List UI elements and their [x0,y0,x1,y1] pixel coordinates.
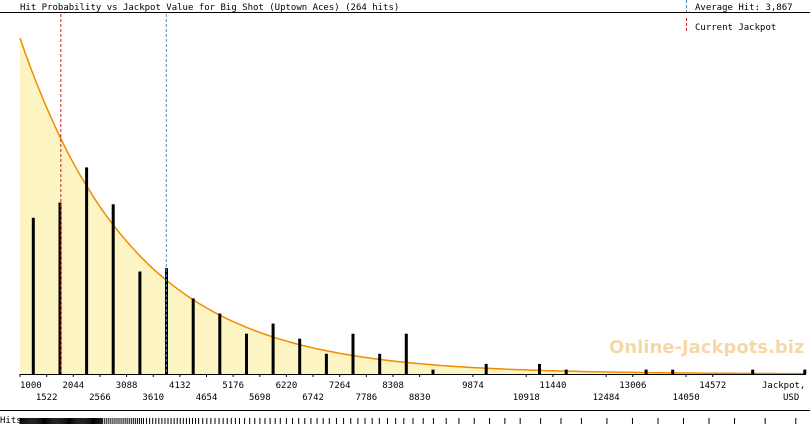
x-tick-label-bottom: 6742 [302,393,324,403]
hit-bar [484,363,488,374]
hit-bar [564,369,568,374]
x-tick-label-bottom: 3610 [142,393,164,403]
hit-bar [271,323,275,374]
hit-bar [111,204,115,374]
plot-area [19,14,807,375]
hit-bar [351,333,355,374]
x-tick-label-top: 1000 [20,381,42,391]
x-axis-label-line-1: Jackpot, [762,381,805,391]
x-tick-label-top: 6220 [276,381,298,391]
x-tick-label-bottom: 4654 [196,393,218,403]
hit-bar [404,333,408,374]
x-axis-label-line-2: USD [783,393,799,403]
hit-bar [324,353,328,374]
x-tick-label-bottom: 10918 [513,393,540,403]
x-tick-label-bottom: 7786 [356,393,378,403]
x-tick-label-bottom: 5698 [249,393,271,403]
legend: Average Hit: 3,867 Current Jackpot [686,0,793,33]
hits-label: Hits [0,416,22,425]
hit-bar [431,369,435,374]
x-tick-label-top: 7264 [329,381,351,391]
hit-bar [218,313,222,374]
hits-strip [19,418,797,424]
hit-bar [298,338,302,374]
x-tick-label-bottom: 14050 [673,393,700,403]
probability-area [20,38,806,374]
x-tick-label-bottom: 1522 [36,393,58,403]
hit-bar [644,369,648,374]
x-tick-label-top: 13006 [619,381,646,391]
hit-bar [671,369,675,374]
watermark: Online-Jackpots.biz [609,337,804,358]
x-axis-ticks: 1000 2044 3088 4132 5176 6220 7264 8308 9874 1144… [19,374,726,403]
x-tick-label-top: 4132 [169,381,191,391]
x-tick-label-top: 5176 [222,381,244,391]
legend-current-jackpot-label: Current Jackpot [695,23,776,33]
x-tick-label-top: 14572 [699,381,726,391]
hit-bar [85,167,89,374]
x-tick-label-top: 8308 [382,381,404,391]
x-tick-label-top: 2044 [62,381,84,391]
x-tick-label-bottom: 12484 [593,393,620,403]
x-tick-label-bottom: 2566 [89,393,111,403]
x-tick-label-top: 11440 [539,381,566,391]
hit-bar [751,369,755,374]
x-tick-label-top: 3088 [116,381,138,391]
hit-bar [538,363,541,374]
hit-bar [245,333,248,374]
x-tick-label-bottom: 8830 [409,393,431,403]
x-tick-label-top: 9874 [462,381,484,391]
probability-curve [19,37,806,375]
hit-bar [58,202,62,374]
hit-bar [138,271,142,374]
legend-average-hit-label: Average Hit: 3,867 [695,3,793,13]
hit-bar [31,217,35,374]
hit-bar [803,369,807,374]
hit-bar [378,353,382,374]
chart-title: Hit Probability vs Jackpot Value for Big… [20,3,399,13]
hit-bar [191,298,195,374]
